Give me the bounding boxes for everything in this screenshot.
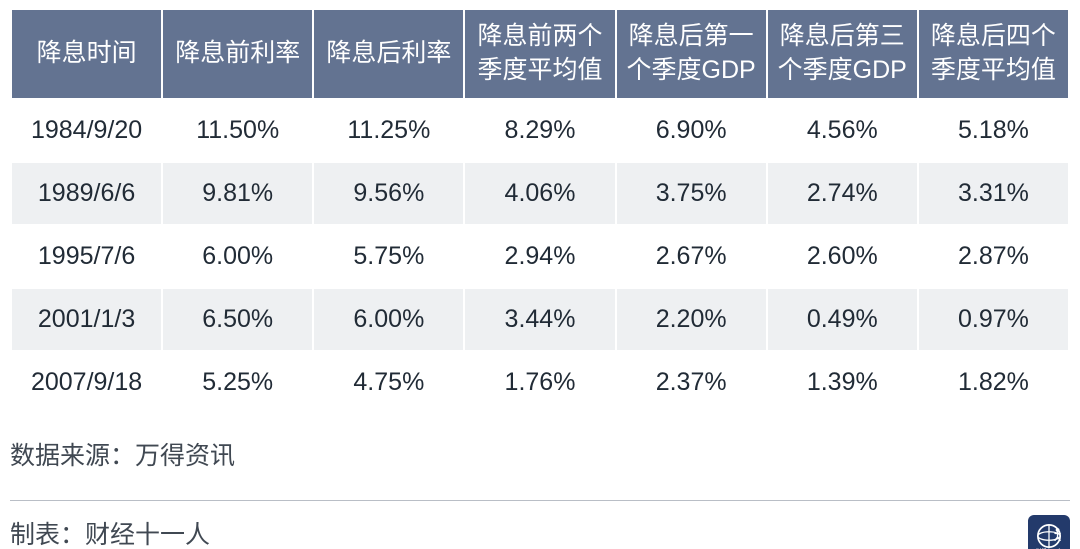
cell: 2.37% (616, 351, 767, 414)
data-source-label: 数据来源：万得资讯 (10, 443, 1070, 471)
cell: 6.90% (616, 99, 767, 162)
maker-label: 制表：财经十一人 (10, 522, 210, 549)
cell: 5.75% (313, 225, 464, 288)
footer-divider-row: 制表：财经十一人 财经十一人 (10, 500, 1070, 549)
cell: 0.49% (767, 288, 918, 351)
cell: 6.00% (162, 225, 313, 288)
rate-cut-table: 降息时间 降息前利率 降息后利率 降息前两个季度平均值 降息后第一个季度GDP … (10, 8, 1070, 415)
cell: 2.67% (616, 225, 767, 288)
table-row: 2007/9/18 5.25% 4.75% 1.76% 2.37% 1.39% … (11, 351, 1069, 414)
cell: 2001/1/3 (11, 288, 162, 351)
table-container: 降息时间 降息前利率 降息后利率 降息前两个季度平均值 降息后第一个季度GDP … (0, 0, 1080, 415)
table-row: 2001/1/3 6.50% 6.00% 3.44% 2.20% 0.49% 0… (11, 288, 1069, 351)
cell: 11.50% (162, 99, 313, 162)
col-header: 降息后第一个季度GDP (616, 9, 767, 99)
col-header: 降息前利率 (162, 9, 313, 99)
cell: 1.39% (767, 351, 918, 414)
cell: 9.56% (313, 162, 464, 225)
cell: 9.81% (162, 162, 313, 225)
cell: 2007/9/18 (11, 351, 162, 414)
cell: 3.31% (918, 162, 1069, 225)
cell: 0.97% (918, 288, 1069, 351)
table-row: 1989/6/6 9.81% 9.56% 4.06% 3.75% 2.74% 3… (11, 162, 1069, 225)
col-header: 降息后四个季度平均值 (918, 9, 1069, 99)
cell: 4.75% (313, 351, 464, 414)
cell: 6.50% (162, 288, 313, 351)
cell: 4.06% (464, 162, 615, 225)
cell: 2.20% (616, 288, 767, 351)
cell: 2.87% (918, 225, 1069, 288)
cell: 11.25% (313, 99, 464, 162)
cell: 2.74% (767, 162, 918, 225)
cell: 2.94% (464, 225, 615, 288)
cell: 5.18% (918, 99, 1069, 162)
publisher-logo-icon: 财经十一人 (1028, 515, 1070, 549)
cell: 5.25% (162, 351, 313, 414)
col-header: 降息后第三个季度GDP (767, 9, 918, 99)
col-header: 降息后利率 (313, 9, 464, 99)
col-header: 降息前两个季度平均值 (464, 9, 615, 99)
cell: 1.76% (464, 351, 615, 414)
cell: 4.56% (767, 99, 918, 162)
cell: 8.29% (464, 99, 615, 162)
table-header-row: 降息时间 降息前利率 降息后利率 降息前两个季度平均值 降息后第一个季度GDP … (11, 9, 1069, 99)
cell: 1989/6/6 (11, 162, 162, 225)
cell: 1995/7/6 (11, 225, 162, 288)
cell: 6.00% (313, 288, 464, 351)
col-header: 降息时间 (11, 9, 162, 99)
cell: 2.60% (767, 225, 918, 288)
table-row: 1984/9/20 11.50% 11.25% 8.29% 6.90% 4.56… (11, 99, 1069, 162)
cell: 1984/9/20 (11, 99, 162, 162)
cell: 3.75% (616, 162, 767, 225)
table-row: 1995/7/6 6.00% 5.75% 2.94% 2.67% 2.60% 2… (11, 225, 1069, 288)
cell: 3.44% (464, 288, 615, 351)
cell: 1.82% (918, 351, 1069, 414)
footer: 数据来源：万得资讯 制表：财经十一人 财经十一人 (0, 415, 1080, 549)
